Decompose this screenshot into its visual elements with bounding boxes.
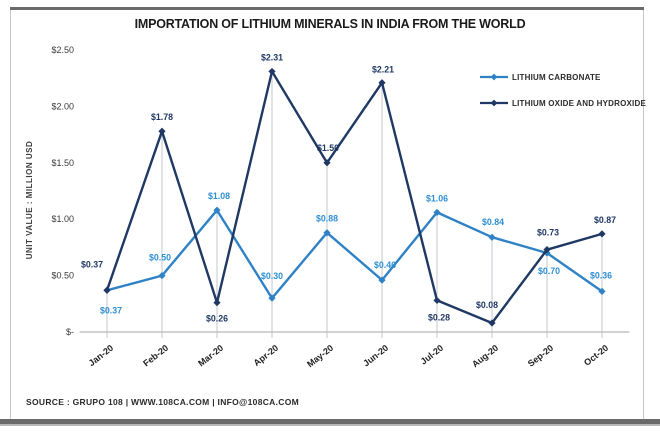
data-point-label: $0.88 bbox=[316, 214, 338, 224]
data-point-marker bbox=[268, 67, 276, 76]
data-point-label: $0.73 bbox=[537, 228, 559, 238]
series-line bbox=[105, 70, 603, 325]
data-point-label: $0.70 bbox=[538, 266, 560, 276]
data-point-marker bbox=[598, 287, 606, 295]
data-point-marker bbox=[488, 319, 496, 327]
x-tick-label: Apr-20 bbox=[252, 343, 281, 368]
data-point-label: $0.37 bbox=[100, 305, 122, 315]
x-tick-label: Jun-20 bbox=[361, 343, 390, 369]
x-tick-label: Sep-20 bbox=[526, 343, 555, 369]
data-point-label: $1.50 bbox=[317, 143, 339, 153]
data-point-marker bbox=[433, 208, 441, 217]
figure-border-bottom bbox=[0, 419, 660, 424]
data-point-marker bbox=[268, 294, 276, 302]
figure-border-left bbox=[10, 10, 11, 419]
x-tick-label: Jul-20 bbox=[419, 343, 446, 367]
data-point-label: $2.31 bbox=[261, 52, 283, 62]
data-point-marker bbox=[378, 276, 386, 284]
data-point-label: $0.36 bbox=[590, 270, 612, 280]
data-point-label: $1.78 bbox=[151, 112, 173, 122]
y-tick-label: $1.50 bbox=[51, 158, 74, 168]
data-point-marker bbox=[378, 79, 386, 87]
y-tick-label: $1.00 bbox=[51, 214, 74, 224]
legend-marker-diamond bbox=[490, 73, 498, 81]
data-point-marker bbox=[213, 206, 221, 214]
x-tick-label: Aug-20 bbox=[470, 343, 500, 370]
data-point-label: $0.30 bbox=[261, 271, 283, 281]
y-tick-label: $2.50 bbox=[51, 45, 74, 55]
data-point-label: $0.28 bbox=[428, 312, 450, 322]
data-point-marker bbox=[103, 286, 111, 294]
data-point-label: $0.87 bbox=[594, 215, 616, 225]
data-point-marker bbox=[433, 296, 441, 305]
legend-marker-diamond bbox=[490, 99, 498, 107]
x-tick-label: Feb-20 bbox=[141, 343, 170, 369]
data-point-label: $0.26 bbox=[206, 314, 228, 324]
data-point-marker bbox=[323, 229, 331, 237]
x-tick-label: Oct-20 bbox=[582, 343, 610, 368]
data-point-marker bbox=[323, 159, 331, 167]
figure-border-bottom-shadow bbox=[0, 424, 660, 426]
data-point-label: $0.08 bbox=[476, 300, 498, 310]
data-point-marker bbox=[158, 127, 166, 135]
x-tick-label: Mar-20 bbox=[196, 343, 225, 369]
y-tick-label: $2.00 bbox=[51, 101, 74, 111]
data-point-label: $1.06 bbox=[426, 193, 448, 203]
data-point-marker bbox=[543, 246, 551, 254]
figure-border-right bbox=[643, 10, 644, 419]
x-tick-label: May-20 bbox=[305, 343, 335, 370]
source-caption: SOURCE : GRUPO 108 | WWW.108CA.COM | INF… bbox=[26, 397, 299, 407]
data-point-label: $0.37 bbox=[81, 259, 103, 269]
data-point-label: $0.84 bbox=[482, 217, 504, 227]
data-point-marker bbox=[488, 233, 496, 241]
data-point-marker bbox=[213, 299, 221, 307]
data-point-label: $0.46 bbox=[374, 260, 396, 270]
data-point-label: $2.21 bbox=[372, 65, 394, 75]
y-tick-label: $0.50 bbox=[51, 271, 74, 281]
series-line bbox=[106, 208, 603, 300]
legend-label: LITHIUM OXIDE AND HYDROXIDE bbox=[512, 99, 646, 108]
data-point-marker bbox=[598, 230, 606, 238]
chart-title: IMPORTATION OF LITHIUM MINERALS IN INDIA… bbox=[134, 17, 526, 31]
data-point-label: $1.08 bbox=[208, 191, 230, 201]
data-point-label: $0.50 bbox=[149, 253, 171, 263]
figure-border-top bbox=[10, 7, 644, 10]
x-tick-label: Jan-20 bbox=[87, 343, 116, 368]
y-tick-label: $- bbox=[66, 327, 74, 337]
legend-label: LITHIUM CARBONATE bbox=[512, 73, 601, 82]
data-point-marker bbox=[158, 272, 166, 280]
